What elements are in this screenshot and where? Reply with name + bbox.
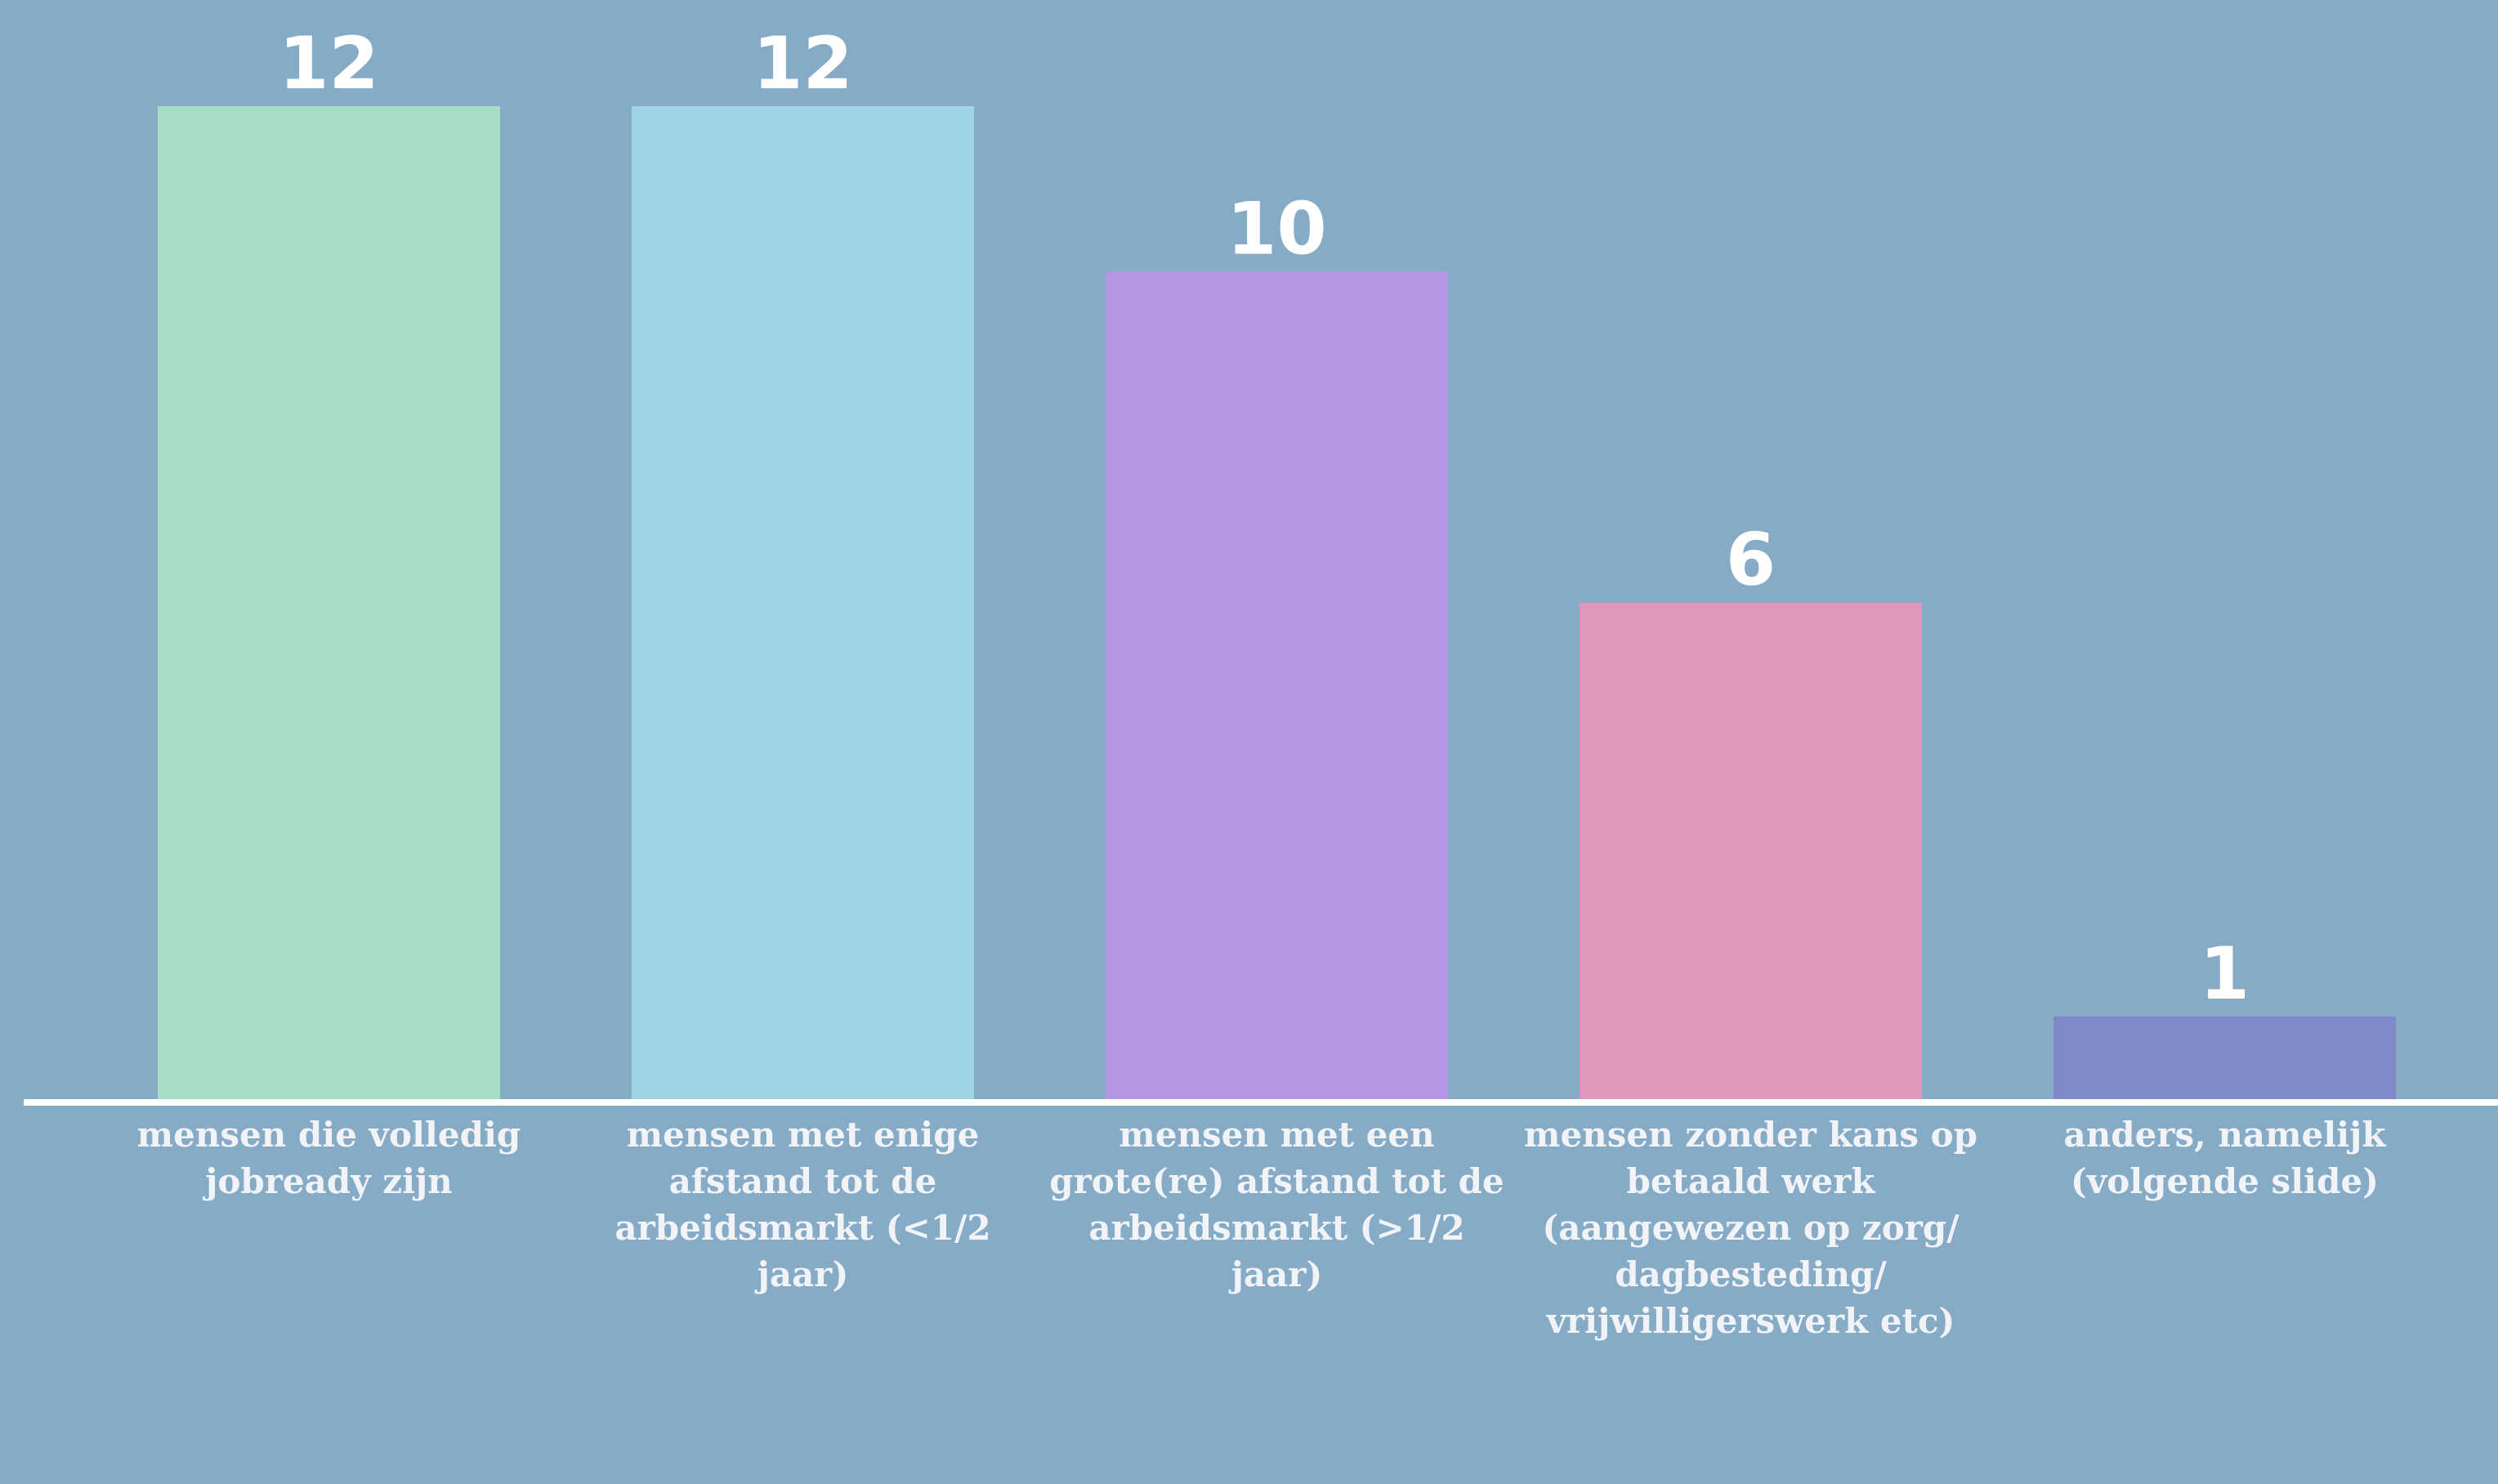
x-tick-label: mensen met enige afstand tot de arbeidsm… [614,1115,991,1294]
value-label: 12 [279,21,378,105]
value-label: 6 [1726,518,1776,602]
x-tick-label: anders, namelijk (volgende slide) [2063,1115,2386,1201]
x-tick-label: mensen met een grote(re) afstand tot de … [1049,1115,1504,1294]
bar [632,106,974,1099]
bar [1580,602,1922,1099]
bar [2053,1016,2396,1099]
bar [1106,271,1448,1099]
value-label: 1 [2200,932,2250,1016]
bar [158,106,500,1099]
value-label: 12 [753,21,852,105]
value-label: 10 [1227,187,1326,271]
x-tick-label: mensen zonder kans op betaald werk (aang… [1524,1115,1977,1341]
x-tick-label: mensen die volledig jobready zijn [136,1115,521,1201]
